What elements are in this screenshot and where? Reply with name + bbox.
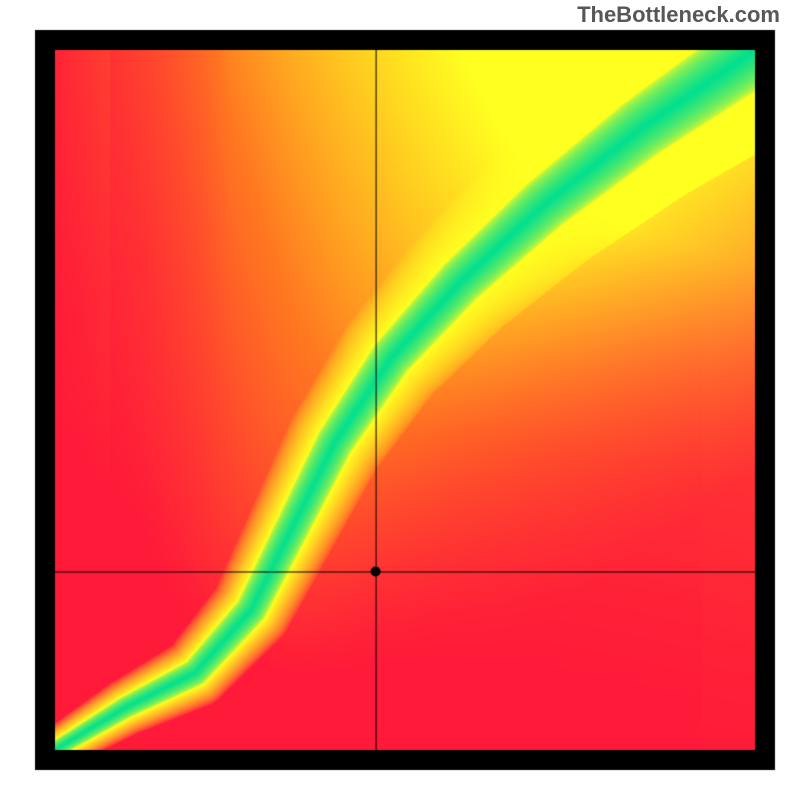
watermark-text: TheBottleneck.com [577, 2, 780, 28]
chart-container: TheBottleneck.com [0, 0, 800, 800]
heatmap-canvas [0, 0, 800, 800]
